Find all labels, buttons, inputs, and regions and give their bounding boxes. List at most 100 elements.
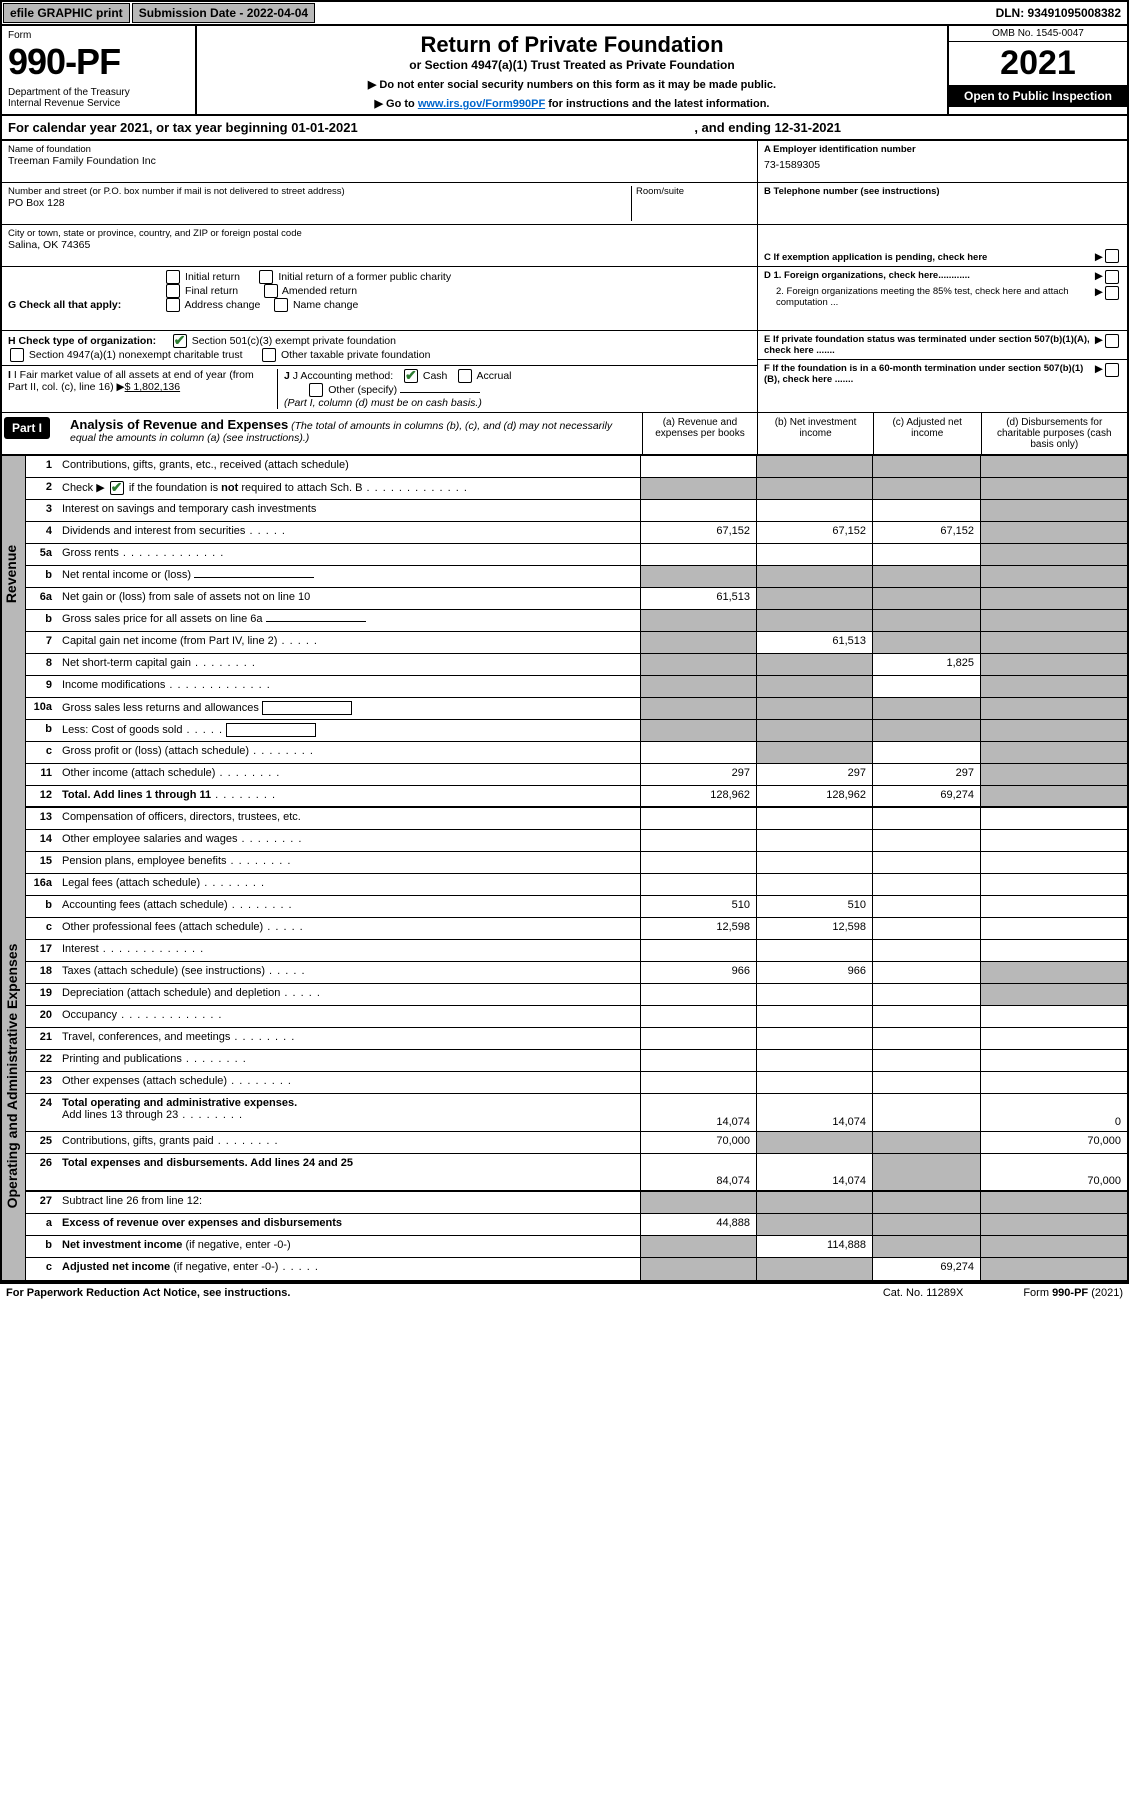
address-change-checkbox[interactable]: [166, 298, 180, 312]
r26-a: 84,074: [640, 1154, 756, 1190]
4947-checkbox[interactable]: [10, 348, 24, 362]
r27a-a: 44,888: [640, 1214, 756, 1235]
form990pf-link[interactable]: www.irs.gov/Form990PF: [418, 98, 545, 110]
form-word: Form: [8, 30, 189, 41]
col-c-header: (c) Adjusted net income: [873, 413, 981, 454]
addr-value: PO Box 128: [8, 197, 631, 209]
a-label: A Employer identification number: [764, 144, 1121, 155]
name-change-checkbox[interactable]: [274, 298, 288, 312]
efile-print-button[interactable]: efile GRAPHIC print: [3, 3, 130, 23]
final-return-checkbox[interactable]: [166, 284, 180, 298]
tax-year: 2021: [949, 42, 1127, 85]
foundation-info: Name of foundation Treeman Family Founda…: [0, 141, 1129, 412]
cat-number: Cat. No. 11289X: [883, 1287, 964, 1299]
r16b-b: 510: [756, 896, 872, 917]
col-a-header: (a) Revenue and expenses per books: [642, 413, 758, 454]
r24-a: 14,074: [640, 1094, 756, 1131]
form-subtitle: or Section 4947(a)(1) Trust Treated as P…: [207, 58, 937, 72]
r12-c: 69,274: [872, 786, 980, 806]
exemption-pending-checkbox[interactable]: [1105, 249, 1119, 263]
city-value: Salina, OK 74365: [8, 239, 751, 251]
foreign-85-checkbox[interactable]: [1105, 286, 1119, 300]
submission-date-label: Submission Date - 2022-04-04: [132, 3, 315, 23]
city-cell: City or town, state or province, country…: [2, 225, 757, 267]
60month-checkbox[interactable]: [1105, 363, 1119, 377]
name-label: Name of foundation: [8, 144, 751, 155]
r8-c: 1,825: [872, 654, 980, 675]
accrual-checkbox[interactable]: [458, 369, 472, 383]
gross-sales-input[interactable]: [262, 701, 352, 715]
c-cell: C If exemption application is pending, c…: [758, 225, 1127, 267]
part1-header: Part I Analysis of Revenue and Expenses …: [0, 412, 1129, 456]
f-cell: F If the foundation is in a 60-month ter…: [758, 360, 1127, 388]
schb-checkbox[interactable]: [110, 481, 124, 495]
cal-year-end: , and ending 12-31-2021: [694, 120, 841, 135]
r16c-a: 12,598: [640, 918, 756, 939]
501c3-checkbox[interactable]: [173, 334, 187, 348]
room-label: Room/suite: [636, 186, 751, 197]
r11-b: 297: [756, 764, 872, 785]
page-footer: For Paperwork Reduction Act Notice, see …: [0, 1282, 1129, 1302]
initial-return-checkbox[interactable]: [166, 270, 180, 284]
revenue-block: Revenue 1Contributions, gifts, grants, e…: [0, 456, 1129, 808]
col-d-header: (d) Disbursements for charitable purpose…: [981, 413, 1128, 454]
r24-b: 14,074: [756, 1094, 872, 1131]
r16c-b: 12,598: [756, 918, 872, 939]
r27b-b: 114,888: [756, 1236, 872, 1257]
form-footer-id: Form 990-PF (2021): [1023, 1287, 1123, 1299]
r12-a: 128,962: [640, 786, 756, 806]
form-number: 990-PF: [8, 41, 189, 83]
form-note-ssn: ▶ Do not enter social security numbers o…: [207, 78, 937, 91]
header-right-block: OMB No. 1545-0047 2021 Open to Public In…: [947, 26, 1127, 114]
topbar: efile GRAPHIC print Submission Date - 20…: [0, 0, 1129, 26]
r11-a: 297: [640, 764, 756, 785]
r26-b: 14,074: [756, 1154, 872, 1190]
dept-label: Department of the TreasuryInternal Reven…: [8, 87, 189, 109]
terminated-checkbox[interactable]: [1105, 334, 1119, 348]
r18-b: 966: [756, 962, 872, 983]
r11-c: 297: [872, 764, 980, 785]
form-header: Form 990-PF Department of the TreasuryIn…: [0, 26, 1129, 116]
amended-return-checkbox[interactable]: [264, 284, 278, 298]
revenue-side-label: Revenue: [2, 456, 26, 808]
r26-d: 70,000: [980, 1154, 1127, 1190]
addr-label: Number and street (or P.O. box number if…: [8, 186, 631, 197]
g-label: G Check all that apply:: [8, 299, 121, 311]
expenses-block: Operating and Administrative Expenses 13…: [0, 808, 1129, 1282]
r6a-a: 61,513: [640, 588, 756, 609]
r4-a: 67,152: [640, 522, 756, 543]
name-cell: Name of foundation Treeman Family Founda…: [2, 141, 757, 183]
e-cell: E If private foundation status was termi…: [758, 331, 1127, 360]
col-b-header: (b) Net investment income: [757, 413, 873, 454]
phone-cell: B Telephone number (see instructions): [758, 183, 1127, 225]
fmv-value: $ 1,802,136: [125, 381, 180, 393]
r7-b: 61,513: [756, 632, 872, 653]
r25-d: 70,000: [980, 1132, 1127, 1153]
other-method-checkbox[interactable]: [309, 383, 323, 397]
h-check-row: H Check type of organization: Section 50…: [2, 331, 757, 366]
form-title: Return of Private Foundation: [207, 32, 937, 58]
analysis-title: Analysis of Revenue and Expenses: [70, 417, 288, 432]
form-id-block: Form 990-PF Department of the TreasuryIn…: [2, 26, 197, 114]
foundation-name: Treeman Family Foundation Inc: [8, 155, 751, 167]
other-method-input[interactable]: [400, 392, 480, 393]
rental-income-input[interactable]: [194, 577, 314, 578]
d-cell: D 1. Foreign organizations, check here..…: [758, 267, 1127, 331]
b-label: B Telephone number (see instructions): [764, 186, 1121, 197]
initial-former-checkbox[interactable]: [259, 270, 273, 284]
header-title-block: Return of Private Foundation or Section …: [197, 26, 947, 114]
ein-cell: A Employer identification number 73-1589…: [758, 141, 1127, 183]
omb-number: OMB No. 1545-0047: [949, 26, 1127, 42]
foreign-org-checkbox[interactable]: [1105, 270, 1119, 284]
r6b-val: [266, 621, 366, 622]
i-j-row: I I Fair market value of all assets at e…: [2, 366, 757, 412]
r27c-c: 69,274: [872, 1258, 980, 1280]
city-label: City or town, state or province, country…: [8, 228, 751, 239]
r4-b: 67,152: [756, 522, 872, 543]
cash-checkbox[interactable]: [404, 369, 418, 383]
cogs-input[interactable]: [226, 723, 316, 737]
r12-b: 128,962: [756, 786, 872, 806]
other-taxable-checkbox[interactable]: [262, 348, 276, 362]
form-note-link: ▶ Go to www.irs.gov/Form990PF for instru…: [207, 97, 937, 110]
h-label: H Check type of organization:: [8, 335, 156, 347]
